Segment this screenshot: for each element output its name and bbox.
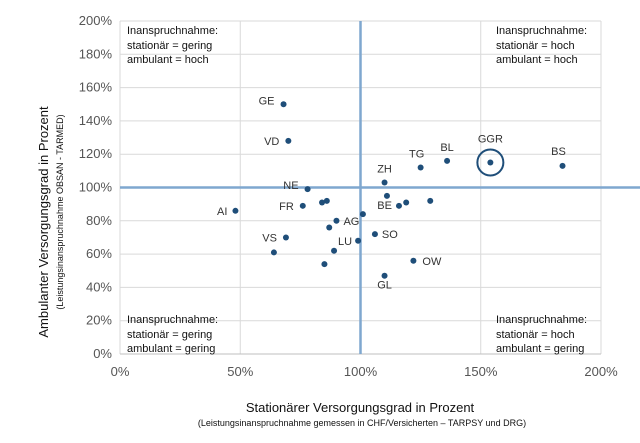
y-tick-label: 120%: [79, 146, 113, 161]
x-tick-label: 100%: [344, 364, 378, 379]
data-point-unlabeled: [331, 247, 338, 254]
quadrant-line-1: stationär = gering: [127, 40, 212, 52]
data-point-gl: [381, 272, 388, 279]
data-point-unlabeled: [270, 249, 277, 256]
quadrant-note-top-left: Inanspruchnahme: stationär = gering ambula…: [127, 25, 218, 66]
data-point-lu: [355, 237, 362, 244]
x-tick-label: 150%: [464, 364, 498, 379]
data-label-ow: OW: [422, 256, 442, 268]
quadrant-line-2: ambulant = hoch: [127, 54, 209, 66]
y-tick-label: 180%: [79, 46, 113, 61]
x-tick-label: 200%: [584, 364, 618, 379]
data-label-vs: VS: [262, 232, 277, 244]
data-point-unlabeled: [359, 211, 366, 218]
x-tick-label: 50%: [227, 364, 253, 379]
quadrant-title: Inanspruchnahme:: [127, 314, 218, 326]
data-point-ow: [410, 257, 417, 264]
y-tick-label: 100%: [79, 180, 113, 195]
data-point-unlabeled: [427, 197, 434, 204]
data-point-bl: [444, 157, 451, 164]
y-axis-title: Ambulanter Versorgungsgrad in Prozent: [36, 106, 51, 338]
data-label-ggr: GGR: [478, 134, 503, 146]
quadrant-line-1: stationär = hoch: [496, 329, 575, 341]
y-tick-label: 0%: [93, 346, 112, 361]
x-tick-labels: 0% 50% 100% 150% 200%: [111, 364, 618, 379]
data-point-bs: [559, 162, 566, 169]
data-point-unlabeled: [326, 224, 333, 231]
data-label-tg: TG: [409, 149, 424, 161]
y-tick-label: 40%: [86, 279, 112, 294]
data-label-ge: GE: [259, 95, 275, 107]
y-tick-labels: 0% 20% 40% 60% 80% 100% 120% 140% 160% 180% 200%: [79, 13, 113, 361]
data-label-gl: GL: [377, 280, 392, 292]
quadrant-title: Inanspruchnahme:: [496, 314, 587, 326]
y-tick-label: 140%: [79, 113, 113, 128]
data-point-vd: [285, 137, 292, 144]
data-point-vs: [282, 234, 289, 241]
quadrant-note-bottom-left: Inanspruchnahme: stationär = gering ambula…: [127, 314, 218, 355]
quadrant-line-1: stationär = gering: [127, 329, 212, 341]
data-point-so: [371, 231, 378, 238]
quadrant-line-2: ambulant = gering: [496, 343, 584, 355]
y-tick-label: 60%: [86, 246, 112, 261]
data-points: AI GE VD VS FR NE AG LU ZH BE SO GL OW TG BL GGR BS: [217, 95, 566, 291]
quadrant-note-bottom-right: Inanspruchnahme: stationär = hoch ambulant…: [496, 314, 587, 355]
x-axis-subtitle: (Leistungsinanspruchnahme gemessen in CH…: [198, 418, 526, 428]
data-point-ggr: [487, 159, 494, 166]
quadrant-note-top-right: Inanspruchnahme: stationär = hoch ambulant…: [496, 25, 587, 66]
data-label-ne: NE: [283, 180, 298, 192]
data-label-bs: BS: [551, 146, 566, 158]
data-label-lu: LU: [338, 236, 352, 248]
data-point-tg: [417, 164, 424, 171]
data-label-fr: FR: [279, 201, 294, 213]
reference-lines: [120, 21, 640, 354]
quadrant-line-2: ambulant = gering: [127, 343, 215, 355]
data-label-be: BE: [377, 200, 392, 212]
y-tick-label: 200%: [79, 13, 113, 28]
y-tick-label: 80%: [86, 213, 112, 228]
y-tick-label: 20%: [86, 313, 112, 328]
data-label-ai: AI: [217, 206, 227, 218]
y-axis-subtitle: (Leistungsinanspruchnahme OBSAN - TARMED…: [55, 114, 65, 309]
data-point-ai: [232, 207, 239, 214]
quadrant-title: Inanspruchnahme:: [496, 25, 587, 37]
data-point-unlabeled: [403, 199, 410, 206]
data-label-vd: VD: [264, 136, 279, 148]
data-point-ne: [304, 186, 311, 193]
quadrant-line-1: stationär = hoch: [496, 40, 575, 52]
data-point-be: [395, 202, 402, 209]
quadrant-title: Inanspruchnahme:: [127, 25, 218, 37]
quadrant-line-2: ambulant = hoch: [496, 54, 578, 66]
data-point-unlabeled: [321, 261, 328, 268]
data-point-ag: [333, 217, 340, 224]
data-point-unlabeled: [383, 192, 390, 199]
data-point-zh: [381, 179, 388, 186]
y-tick-label: 160%: [79, 80, 113, 95]
x-tick-label: 0%: [111, 364, 130, 379]
data-point-ge: [280, 101, 287, 108]
data-point-fr: [299, 202, 306, 209]
quadrant-annotations: Inanspruchnahme: stationär = gering ambula…: [127, 25, 587, 355]
highlight-ring-ggr: [476, 148, 505, 177]
data-label-so: SO: [382, 229, 398, 241]
data-point-unlabeled: [323, 197, 330, 204]
x-axis-title: Stationärer Versorgungsgrad in Prozent: [246, 400, 475, 415]
data-label-bl: BL: [440, 142, 453, 154]
data-label-ag: AG: [343, 216, 359, 228]
data-label-zh: ZH: [377, 164, 392, 176]
data-point-unlabeled: [319, 199, 326, 206]
